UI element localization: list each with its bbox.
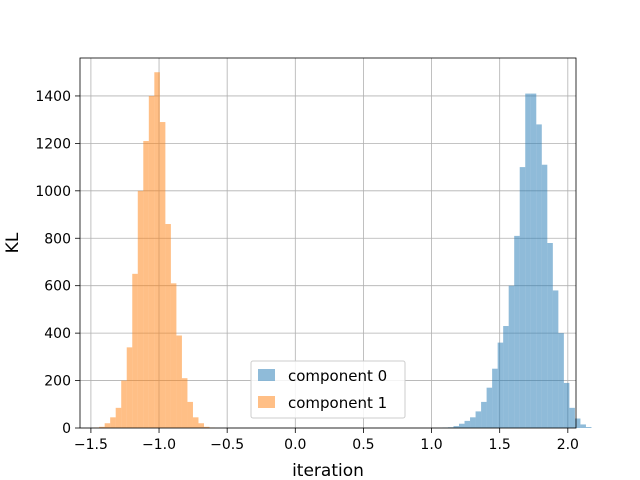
legend-label-component-0: component 0 — [288, 367, 387, 385]
x-tick-label: 1.5 — [489, 437, 511, 453]
x-tick-label: 1.0 — [420, 437, 442, 453]
bar-component-1 — [170, 283, 177, 428]
bar-component-0 — [503, 326, 509, 428]
bar-component-1 — [132, 273, 138, 428]
y-tick-label: 1400 — [35, 89, 71, 105]
bar-component-1 — [187, 401, 193, 428]
bar-component-0 — [492, 368, 498, 428]
bar-component-0 — [464, 420, 471, 428]
bar-component-1 — [121, 380, 127, 428]
bar-component-0 — [552, 290, 559, 428]
bar-component-0 — [530, 93, 537, 429]
x-tick-label: 0.0 — [284, 437, 306, 453]
bar-component-0 — [459, 423, 465, 428]
y-axis-label: KL — [3, 232, 23, 253]
y-tick-label: 0 — [62, 421, 71, 437]
x-tick-label: −0.5 — [210, 437, 244, 453]
bar-component-0 — [486, 387, 493, 428]
legend-swatch-component-1 — [258, 396, 275, 408]
bar-component-0 — [558, 333, 564, 428]
bar-component-1 — [198, 423, 204, 428]
bar-component-1 — [126, 347, 133, 428]
x-tick-label: −1.5 — [74, 437, 108, 453]
y-axis-ticks: 0 200 400 600 800 1000 1200 1400 — [35, 89, 80, 437]
bar-component-0 — [585, 427, 592, 428]
x-tick-label: 0.5 — [352, 437, 374, 453]
histogram-bars — [93, 72, 592, 429]
bar-component-1 — [165, 224, 171, 428]
bar-component-0 — [497, 342, 504, 428]
bar-component-0 — [475, 411, 482, 428]
y-tick-label: 400 — [44, 326, 71, 342]
y-tick-label: 1000 — [35, 184, 71, 200]
bar-component-1 — [181, 378, 188, 428]
bar-component-1 — [204, 426, 210, 428]
bar-component-1 — [192, 417, 199, 428]
y-tick-label: 800 — [44, 231, 71, 247]
x-tick-label: −1.0 — [142, 437, 176, 453]
bar-component-0 — [563, 382, 570, 428]
y-tick-label: 1200 — [35, 136, 71, 152]
bar-component-0 — [580, 424, 586, 428]
bar-component-1 — [176, 335, 182, 428]
bar-component-0 — [541, 164, 548, 428]
bar-component-1 — [154, 72, 160, 428]
bar-component-1 — [110, 417, 116, 428]
bar-component-1 — [99, 426, 105, 428]
y-tick-label: 600 — [44, 279, 71, 295]
y-tick-label: 200 — [44, 374, 71, 390]
bar-component-0 — [470, 417, 476, 428]
bar-component-0 — [519, 167, 526, 428]
bar-component-1 — [137, 190, 144, 428]
legend-label-component-1: component 1 — [288, 394, 387, 412]
bar-component-1 — [148, 95, 155, 428]
bar-component-1 — [115, 407, 122, 428]
legend: component 0 component 1 — [250, 360, 406, 419]
x-axis-ticks: −1.5 −1.0 −0.5 0.0 0.5 1.0 1.5 2.0 — [74, 428, 579, 453]
x-axis-label: iteration — [292, 461, 364, 480]
x-tick-label: 2.0 — [557, 437, 579, 453]
plot-frame — [79, 57, 577, 429]
bar-component-0 — [453, 426, 460, 428]
bar-component-1 — [104, 423, 111, 428]
bar-component-0 — [547, 243, 553, 428]
bar-component-0 — [508, 285, 515, 428]
legend-swatch-component-0 — [258, 369, 275, 381]
legend-box — [250, 360, 406, 419]
bar-component-1 — [159, 122, 166, 429]
bar-component-1 — [143, 141, 149, 428]
bar-component-0 — [514, 235, 520, 428]
bar-component-0 — [569, 407, 575, 428]
bar-component-0 — [536, 124, 542, 429]
bar-component-0 — [481, 401, 487, 428]
bar-component-0 — [574, 418, 581, 428]
bar-component-0 — [525, 93, 531, 429]
